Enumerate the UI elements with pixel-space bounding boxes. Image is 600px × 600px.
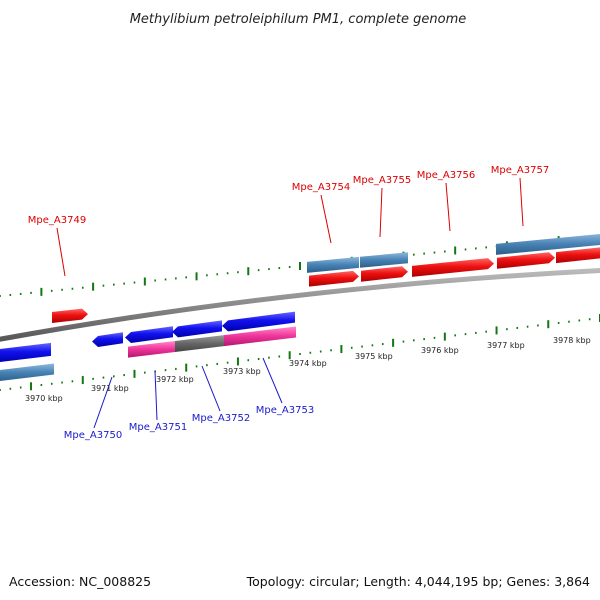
gene-label: Mpe_A3751 bbox=[129, 422, 187, 433]
gene-leader-line bbox=[445, 182, 451, 232]
reverse-tick-track bbox=[0, 314, 600, 391]
forward-cds bbox=[309, 270, 359, 287]
rna-bar bbox=[224, 326, 296, 347]
feature-track bbox=[0, 234, 600, 381]
gene-leader-line bbox=[320, 194, 332, 244]
gene-bar bbox=[307, 256, 359, 273]
scale-label: 3970 kbp bbox=[25, 394, 63, 403]
reverse-cds bbox=[0, 342, 51, 362]
gene-leader-line bbox=[56, 227, 66, 277]
gene-bar bbox=[496, 234, 600, 255]
scale-label: 3973 kbp bbox=[223, 367, 261, 376]
scale-label: 3978 kbp bbox=[553, 336, 591, 345]
reverse-cds bbox=[125, 326, 173, 343]
reverse-cds bbox=[92, 332, 123, 347]
scale-label: 3975 kbp bbox=[355, 352, 393, 361]
gene-label: Mpe_A3749 bbox=[28, 215, 86, 226]
scale-labels: 3970 kbp 3971 kbp 3972 kbp 3973 kbp 3974… bbox=[25, 336, 591, 403]
genome-summary-text: Topology: circular; Length: 4,044,195 bp… bbox=[246, 574, 590, 589]
gene-label: Mpe_A3755 bbox=[353, 175, 411, 186]
gene-bar bbox=[0, 363, 54, 381]
scale-label: 3974 kbp bbox=[289, 359, 327, 368]
forward-cds bbox=[361, 266, 408, 282]
map-title: Methylibium petroleiphilum PM1, complete… bbox=[130, 12, 467, 27]
gene-label: Mpe_A3752 bbox=[192, 413, 250, 424]
accession-text: Accession: NC_008825 bbox=[9, 574, 151, 589]
forward-cds bbox=[52, 308, 88, 324]
gene-leader-line bbox=[201, 365, 221, 412]
reverse-cds bbox=[172, 320, 222, 338]
gene-label: Mpe_A3757 bbox=[491, 165, 549, 176]
gene-leader-line bbox=[519, 177, 524, 227]
scale-label: 3977 kbp bbox=[487, 341, 525, 350]
gene-label: Mpe_A3753 bbox=[256, 405, 314, 416]
gene-leader-line bbox=[262, 357, 283, 404]
gene-leader-line bbox=[379, 187, 383, 238]
gene-label: Mpe_A3754 bbox=[292, 182, 350, 193]
gene-label: Mpe_A3756 bbox=[417, 170, 475, 181]
gene-leader-line bbox=[154, 370, 158, 421]
rna-bar bbox=[128, 341, 175, 358]
gene-leader-line bbox=[93, 376, 113, 429]
forward-cds bbox=[556, 247, 600, 264]
gene-label: Mpe_A3750 bbox=[64, 430, 122, 441]
reverse-cds bbox=[222, 311, 295, 332]
gene-bar bbox=[360, 252, 408, 268]
gene-bar-dark bbox=[175, 335, 224, 352]
scale-label: 3976 kbp bbox=[421, 346, 459, 355]
forward-cds bbox=[412, 258, 494, 277]
forward-cds bbox=[497, 252, 555, 269]
scale-label: 3971 kbp bbox=[91, 384, 129, 393]
genome-backbone bbox=[0, 268, 600, 342]
scale-label: 3972 kbp bbox=[156, 375, 194, 384]
